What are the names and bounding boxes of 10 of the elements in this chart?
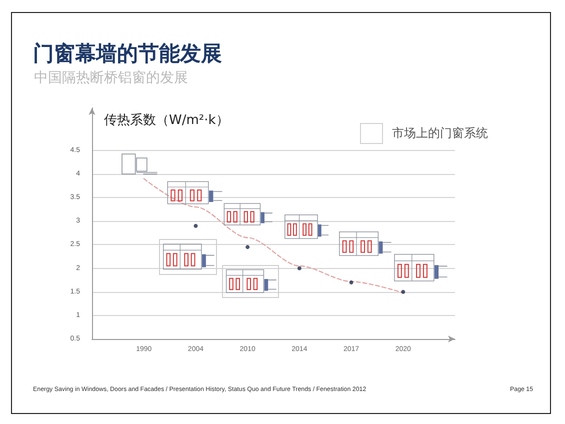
point — [246, 245, 250, 250]
point — [297, 266, 302, 270]
chart-subtitle: 中国隔热断桥铝窗的发展 — [34, 70, 188, 86]
point — [349, 280, 354, 284]
line-series — [143, 178, 404, 294]
chart-title: 门窗幕墙的节能发展 — [33, 42, 222, 66]
annotation: 市场上的门窗系统 — [392, 125, 488, 142]
point — [401, 290, 406, 294]
y-axis-title: 传热系数（W/m²·k） — [104, 113, 229, 128]
point — [194, 224, 198, 228]
